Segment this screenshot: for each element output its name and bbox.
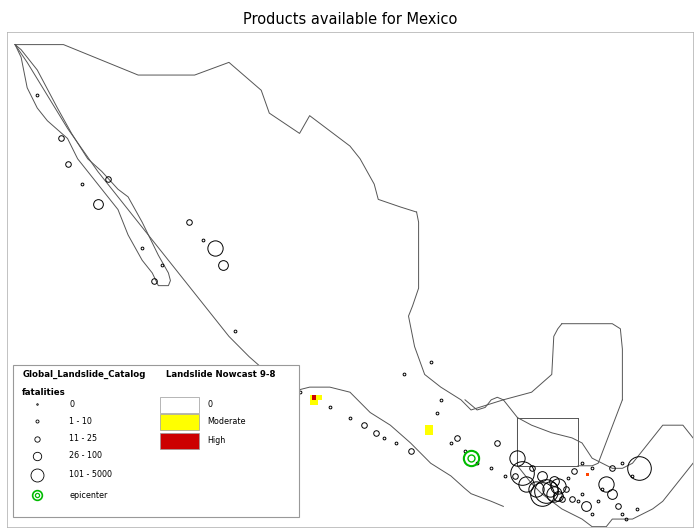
Text: 101 - 5000: 101 - 5000	[69, 470, 112, 479]
Bar	[265, 392, 270, 397]
Bar	[257, 382, 261, 387]
Bar	[273, 382, 277, 387]
FancyBboxPatch shape	[160, 414, 199, 430]
Bar	[277, 372, 281, 377]
Title: Products available for Mexico: Products available for Mexico	[243, 12, 457, 27]
Bar	[273, 377, 277, 382]
Bar	[265, 377, 270, 382]
Bar	[277, 397, 281, 402]
Bar	[261, 382, 265, 387]
FancyBboxPatch shape	[13, 365, 299, 517]
Text: fatalities: fatalities	[22, 388, 66, 397]
Bar	[257, 377, 261, 382]
Bar	[314, 395, 318, 400]
Text: 11 - 25: 11 - 25	[69, 434, 97, 443]
Bar	[314, 400, 318, 405]
Text: 0: 0	[207, 400, 213, 409]
Bar	[270, 387, 273, 392]
Text: Landslide Nowcast 9-8: Landslide Nowcast 9-8	[167, 370, 276, 379]
Bar	[428, 425, 433, 430]
Bar	[261, 387, 265, 392]
Bar	[277, 392, 281, 397]
Text: Global_Landslide_Catalog: Global_Landslide_Catalog	[22, 370, 146, 379]
Bar	[265, 377, 270, 382]
Text: epicenter: epicenter	[69, 491, 108, 500]
Bar	[253, 377, 257, 382]
Bar	[265, 369, 270, 375]
Text: 1 - 10: 1 - 10	[69, 417, 92, 426]
Bar	[265, 382, 270, 387]
Bar	[270, 397, 273, 402]
Text: 26 - 100: 26 - 100	[69, 452, 102, 460]
Bar	[425, 430, 428, 435]
Bar	[318, 395, 322, 400]
Bar	[270, 382, 273, 387]
Bar	[586, 473, 589, 476]
Text: 0: 0	[69, 400, 74, 409]
Bar	[270, 387, 273, 392]
Bar	[273, 387, 277, 392]
Bar	[312, 395, 316, 400]
FancyBboxPatch shape	[160, 433, 199, 449]
Text: High: High	[207, 436, 225, 445]
Bar	[261, 372, 265, 377]
Bar	[277, 392, 281, 397]
Bar	[257, 372, 261, 377]
Bar	[309, 400, 314, 405]
FancyBboxPatch shape	[160, 397, 199, 413]
Bar	[261, 377, 265, 382]
Bar	[265, 372, 270, 377]
Bar	[309, 395, 314, 400]
Text: Moderate: Moderate	[207, 417, 246, 426]
Bar	[273, 382, 277, 387]
Bar	[265, 387, 270, 392]
Bar	[428, 430, 433, 435]
Bar	[253, 372, 257, 377]
Bar	[425, 425, 428, 430]
Bar	[270, 382, 273, 387]
Bar	[273, 397, 277, 402]
Bar	[277, 387, 281, 392]
Bar	[273, 387, 277, 392]
Bar	[273, 392, 277, 397]
Bar	[257, 369, 261, 375]
Bar	[273, 392, 277, 397]
Bar	[265, 382, 270, 387]
Bar	[273, 402, 277, 408]
Bar	[270, 377, 273, 382]
Bar	[270, 377, 273, 382]
Bar	[270, 392, 273, 397]
